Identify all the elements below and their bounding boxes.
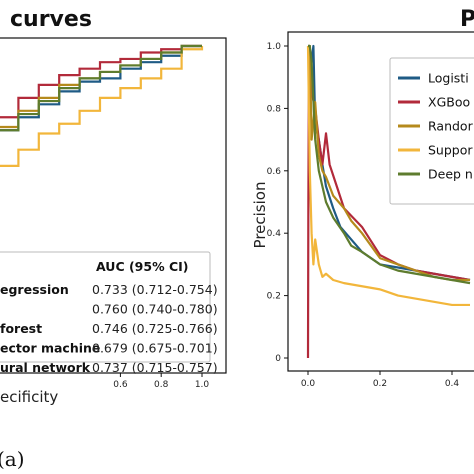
pr-legend-box — [389, 57, 474, 205]
auc-table-header: AUC (95% CI) — [96, 259, 189, 274]
auc-model-name: ector machine — [0, 341, 100, 356]
roc-series-line — [0, 44, 202, 132]
auc-legend-box — [0, 251, 211, 363]
pr-y-ticks: 0 0.2 0.4 0.6 0.8 1.0 — [267, 42, 288, 364]
pr-y-tick-label: 0 — [275, 354, 281, 364]
auc-value: 0.733 (0.712-0.754) — [92, 282, 218, 297]
pr-y-tick-label: 0.2 — [267, 292, 281, 302]
auc-value: 0.679 (0.675-0.701) — [92, 341, 218, 356]
pr-legend: Logisti XGBoo Randor Suppor Deep n — [398, 71, 474, 182]
auc-model-name: ural network — [0, 360, 91, 375]
pr-series-line — [308, 44, 471, 285]
roc-series-line — [0, 46, 204, 167]
panel-label: (a) — [0, 447, 25, 471]
auc-value: 0.746 (0.725-0.766) — [92, 321, 218, 336]
roc-x-tick-label: 1.0 — [195, 380, 210, 390]
auc-table-rows: egression 0.733 (0.712-0.754) 0.760 (0.740… — [0, 282, 218, 375]
pr-y-tick-label: 0.6 — [267, 167, 282, 177]
roc-x-ticks: 0.6 0.8 1.0 — [113, 373, 209, 390]
pr-plot-frame — [287, 31, 474, 372]
roc-series-line — [0, 44, 202, 119]
pr-legend-label: Deep n — [428, 167, 473, 182]
pr-y-tick-label: 0.4 — [267, 229, 282, 239]
pr-x-tick-label: 0.4 — [445, 379, 460, 389]
roc-curves — [0, 44, 204, 167]
roc-plot-frame — [0, 37, 227, 374]
pr-legend-label: Suppor — [428, 143, 473, 158]
pr-x-ticks: 0.0 0.2 0.4 — [301, 371, 460, 389]
pr-x-tick-label: 0.2 — [373, 379, 387, 389]
auc-model-name: egression — [0, 282, 69, 297]
auc-value: 0.760 (0.740-0.780) — [92, 302, 218, 317]
pr-x-tick-label: 0.0 — [301, 379, 316, 389]
pr-y-tick-label: 0.8 — [267, 104, 282, 114]
pr-curves — [306, 44, 471, 359]
pr-legend-label: Logisti — [428, 71, 469, 86]
pr-y-axis-label: Precision — [251, 182, 269, 249]
auc-model-name: forest — [0, 321, 42, 336]
pr-series-line — [306, 45, 470, 307]
roc-series-line — [0, 44, 202, 132]
pr-legend-label: Randor — [428, 119, 474, 134]
roc-title: curves — [10, 7, 92, 32]
pr-title: P — [460, 7, 474, 32]
auc-value: 0.737 (0.715-0.757) — [92, 360, 218, 375]
roc-x-tick-label: 0.6 — [113, 380, 128, 390]
roc-x-tick-label: 0.8 — [154, 380, 169, 390]
pr-legend-label: XGBoo — [428, 95, 470, 110]
roc-x-axis-label: ecificity — [0, 388, 58, 406]
pr-y-tick-label: 1.0 — [267, 42, 282, 52]
